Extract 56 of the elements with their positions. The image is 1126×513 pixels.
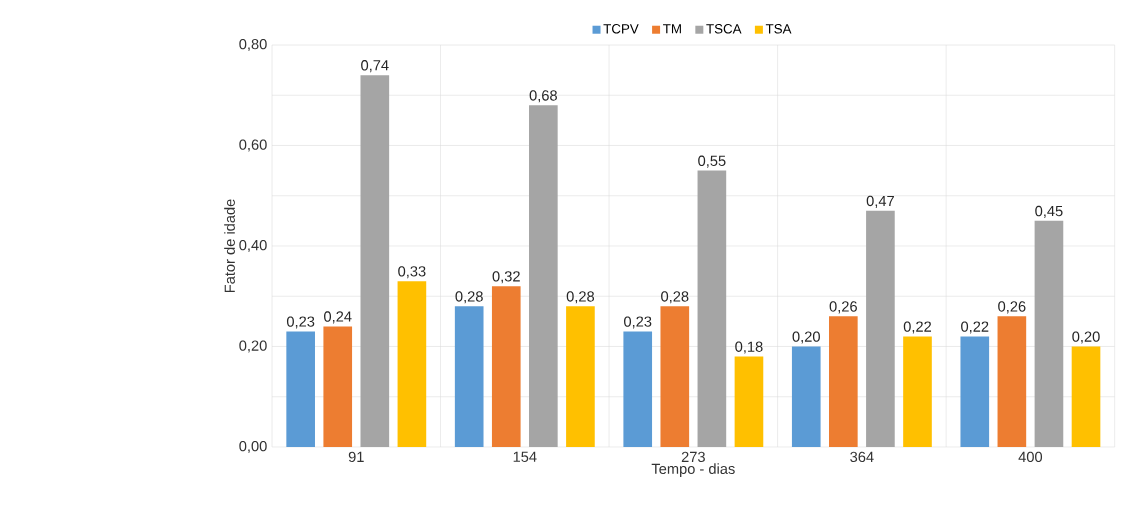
bar [1034,220,1064,447]
y-tick-label: 0,60 [239,139,267,152]
data-label: 0,28 [455,291,483,304]
data-label: 0,33 [398,266,426,279]
legend-label: TSCA [706,24,742,34]
data-label: 0,23 [624,316,652,329]
legend-label: TM [663,24,681,34]
data-label: 0,18 [735,341,763,354]
y-tick-label: 0,00 [239,440,267,454]
data-label: 0,45 [1035,205,1063,218]
x-tick-label: 91 [348,451,364,463]
x-tick-label: 154 [513,451,537,462]
x-tick-label: 400 [1018,451,1043,463]
bar [960,336,990,447]
bar [1071,346,1101,447]
y-tick-label: 0,20 [239,340,267,353]
data-label: 0,55 [698,155,726,168]
data-label: 0,68 [529,90,557,103]
data-label: 0,47 [866,195,894,208]
y-tick-label: 0,80 [239,38,267,52]
data-label: 0,32 [492,271,520,284]
bar [734,356,764,447]
bar [791,346,821,447]
data-label: 0,74 [361,60,389,73]
bar [286,331,315,447]
data-label: 0,26 [998,301,1026,314]
y-axis-title: Fator de idade [224,199,235,293]
data-label: 0,23 [286,316,315,329]
data-label: 0,28 [566,291,595,304]
legend-label: TCPV [603,24,639,34]
bar [903,336,932,447]
bar [697,170,727,447]
data-label: 0,22 [903,321,932,334]
data-label: 0,20 [792,331,820,344]
data-label: 0,26 [829,301,857,314]
legend-label: TSA [765,24,792,34]
bar [566,306,595,447]
bar [997,316,1027,447]
x-tick-label: 364 [850,451,874,463]
data-label: 0,28 [661,291,689,304]
bar [454,306,484,447]
bar [866,210,895,447]
data-label: 0,22 [961,321,989,334]
bar [829,316,858,447]
y-tick-label: 0,40 [239,239,267,253]
bar [323,326,353,447]
bar [397,281,427,447]
data-label: 0,24 [324,311,352,324]
bar [529,105,558,447]
x-axis-title: Tempo - dias [651,463,735,477]
bar [491,286,521,447]
x-tick-label: 273 [681,451,705,463]
bar [660,306,690,447]
data-label: 0,20 [1072,331,1100,344]
bar [360,75,390,447]
bar [623,331,653,447]
